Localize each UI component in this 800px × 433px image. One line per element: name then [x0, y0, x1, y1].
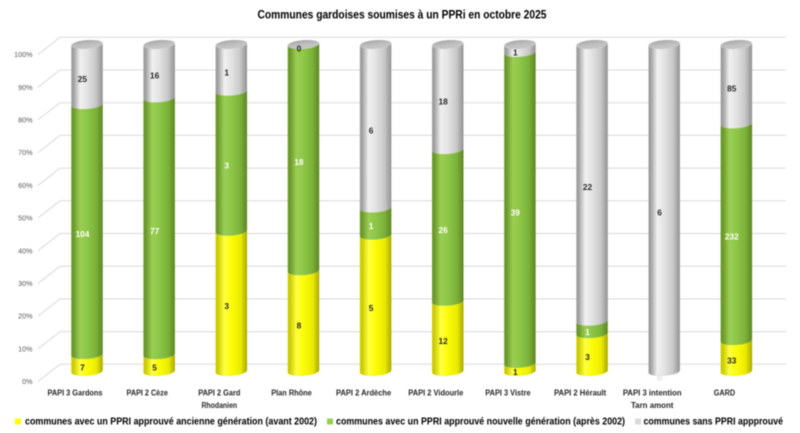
svg-text:77: 77 [150, 226, 160, 236]
svg-text:8: 8 [297, 321, 302, 331]
svg-text:PAPI 2 Vidourle: PAPI 2 Vidourle [408, 389, 464, 398]
svg-text:PAPI 3 Gardons: PAPI 3 Gardons [48, 389, 103, 398]
svg-text:100%: 100% [14, 50, 33, 59]
svg-text:3: 3 [224, 161, 229, 171]
svg-text:communes avec un PPRI approuvé: communes avec un PPRI approuvé nouvelle … [336, 417, 625, 428]
svg-text:0: 0 [657, 372, 662, 382]
svg-text:60%: 60% [18, 181, 33, 190]
svg-text:PAPI 3 intention: PAPI 3 intention [623, 389, 682, 398]
svg-text:GARD: GARD [714, 389, 735, 398]
svg-text:6: 6 [369, 126, 374, 136]
svg-text:Plan Rhône: Plan Rhône [271, 389, 312, 398]
svg-text:PAPI 3 Vistre: PAPI 3 Vistre [485, 389, 531, 398]
svg-text:12: 12 [438, 336, 448, 346]
svg-text:30%: 30% [18, 279, 33, 288]
svg-text:0: 0 [297, 44, 302, 54]
svg-text:0%: 0% [22, 377, 33, 386]
svg-text:90%: 90% [18, 83, 33, 92]
svg-text:25: 25 [78, 74, 88, 84]
svg-text:33: 33 [727, 356, 737, 366]
svg-text:1: 1 [513, 47, 518, 57]
svg-text:Rhodanien: Rhodanien [201, 401, 237, 410]
svg-text:50%: 50% [18, 214, 33, 223]
svg-text:70%: 70% [18, 148, 33, 157]
svg-text:6: 6 [657, 207, 662, 217]
svg-text:PAPI 2 Gard: PAPI 2 Gard [198, 389, 240, 398]
svg-text:PAPI 2 Cèze: PAPI 2 Cèze [127, 389, 169, 398]
svg-text:Tarn amont: Tarn amont [631, 401, 674, 410]
svg-text:40%: 40% [18, 246, 33, 255]
svg-text:22: 22 [583, 182, 593, 192]
svg-text:3: 3 [585, 352, 590, 362]
svg-text:PAPI 2 Hérault: PAPI 2 Hérault [554, 389, 607, 398]
svg-text:3: 3 [224, 301, 229, 311]
svg-text:1: 1 [224, 67, 229, 77]
svg-text:1: 1 [369, 221, 374, 231]
svg-text:80%: 80% [18, 116, 33, 125]
svg-text:communes sans PPRI appprouvé: communes sans PPRI appprouvé [644, 417, 784, 428]
svg-text:232: 232 [725, 232, 739, 242]
svg-text:1: 1 [513, 367, 518, 377]
svg-text:104: 104 [75, 229, 89, 239]
svg-text:85: 85 [727, 84, 737, 94]
svg-text:39: 39 [511, 207, 521, 217]
svg-text:1: 1 [585, 327, 590, 337]
svg-text:communes avec un PPRI approuvé: communes avec un PPRI approuvé ancienne … [25, 417, 317, 428]
svg-text:Communes gardoises soumises à: Communes gardoises soumises à un PPRi en… [258, 7, 547, 21]
svg-text:26: 26 [438, 225, 448, 235]
svg-text:PAPI 2 Ardèche: PAPI 2 Ardèche [336, 389, 392, 398]
svg-text:20%: 20% [18, 312, 33, 321]
svg-text:7: 7 [80, 363, 85, 373]
svg-text:5: 5 [369, 303, 374, 313]
svg-text:18: 18 [294, 157, 304, 167]
svg-text:5: 5 [152, 363, 157, 373]
svg-text:18: 18 [438, 97, 448, 107]
svg-text:16: 16 [150, 71, 160, 81]
svg-text:10%: 10% [18, 344, 33, 353]
